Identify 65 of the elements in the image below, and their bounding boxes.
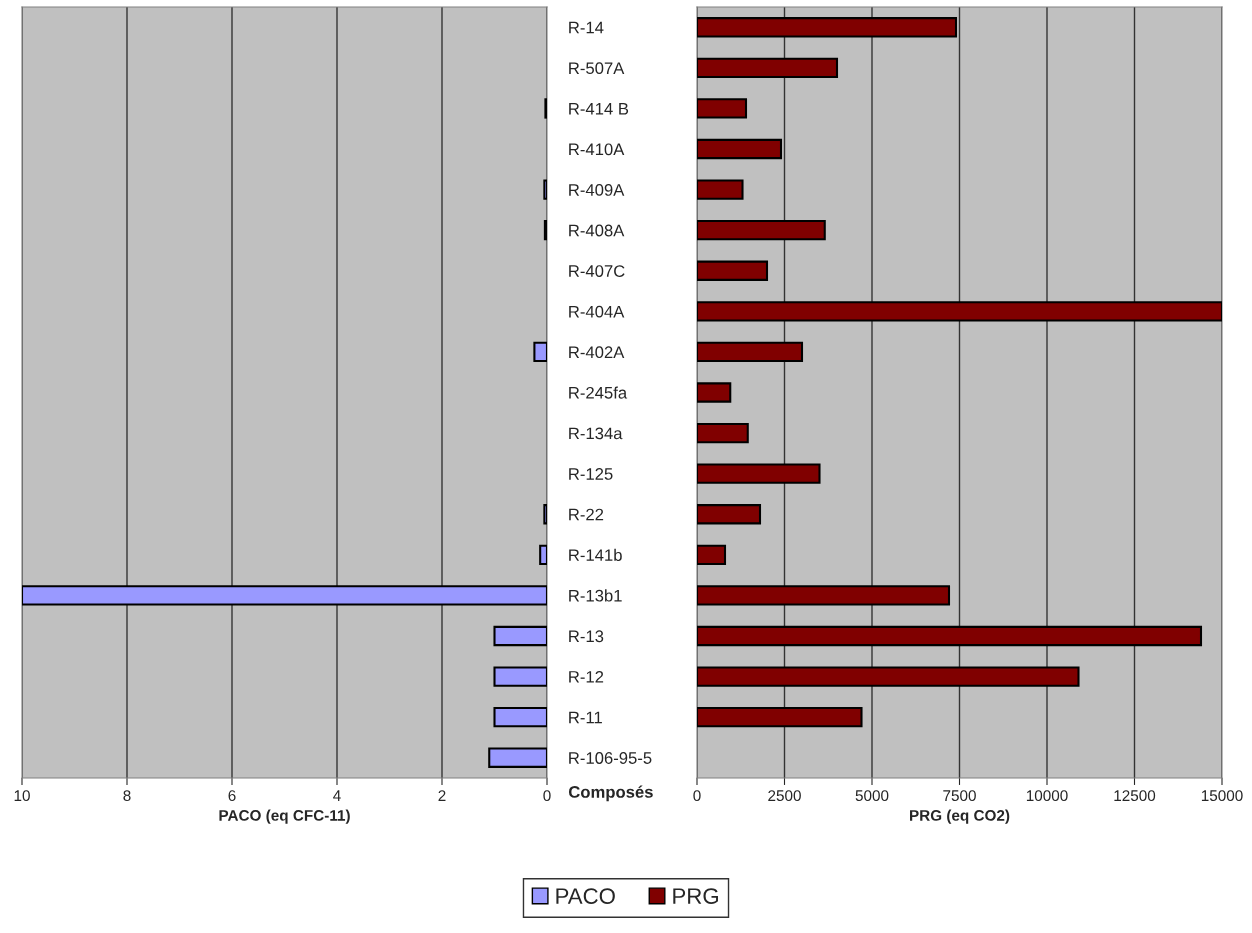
bar	[488, 747, 547, 768]
bar	[697, 220, 826, 241]
y-tick-label: R-402A	[569, 346, 625, 359]
y-tick-label: R-409A	[569, 184, 625, 196]
x-tick-label: 2	[438, 790, 446, 801]
bar	[697, 17, 958, 38]
bar	[22, 585, 547, 606]
x-tick-label: 6	[228, 790, 236, 802]
y-tick-label: R-11	[569, 711, 602, 724]
bar	[697, 544, 727, 565]
x-tick-label: 7500	[943, 790, 976, 802]
y-tick-label: R-14	[569, 21, 604, 34]
x-tick-label: 2500	[768, 790, 801, 802]
bar	[697, 463, 821, 484]
bar	[697, 301, 1222, 322]
x-tick-label: 12500	[1114, 790, 1156, 802]
bar	[697, 706, 863, 728]
y-tick-label: R-125	[569, 468, 613, 480]
legend-label: PRG	[673, 888, 718, 904]
bar	[493, 666, 547, 687]
bar	[543, 179, 547, 200]
bar	[697, 504, 762, 525]
y-tick-label: R-414 B	[569, 103, 629, 115]
x-tick-label: 10	[14, 790, 30, 802]
x-tick-label: 8	[123, 790, 131, 802]
y-tick-label: R-13b1	[569, 589, 622, 602]
y-axis-title: Composés	[568, 785, 653, 802]
y-tick-label: R-141b	[569, 548, 622, 562]
y-tick-label: R-507A	[569, 62, 625, 75]
bar	[697, 666, 1080, 687]
y-tick-label: R-410A	[569, 143, 625, 156]
y-tick-label: R-134a	[569, 427, 623, 440]
bar	[697, 260, 769, 281]
bar	[697, 138, 783, 160]
y-tick-label: R-106-95-5	[569, 752, 652, 764]
bar	[697, 57, 839, 79]
y-tick-label: R-13	[569, 630, 604, 643]
legend-label: PACO	[556, 888, 615, 904]
y-tick-label: R-407C	[569, 265, 625, 277]
y-tick-label: R-245fa	[569, 386, 628, 399]
bar	[697, 585, 951, 606]
bar	[697, 382, 732, 403]
bar	[539, 544, 547, 565]
x-tick-label: 10000	[1026, 790, 1068, 802]
x-tick-label: 4	[333, 790, 341, 801]
bar	[697, 422, 749, 444]
y-tick-label: R-22	[569, 508, 604, 521]
y-tick-label: R-12	[569, 670, 604, 683]
x-tick-label: 5000	[855, 790, 889, 802]
y-tick-label: R-408A	[569, 224, 625, 237]
bar	[697, 179, 744, 200]
bar	[697, 98, 748, 119]
x-axis-title: PRG (eq CO2)	[910, 809, 1010, 824]
x-tick-label: 15000	[1201, 790, 1243, 802]
bar	[543, 220, 547, 241]
bar	[493, 706, 547, 728]
bar	[533, 341, 547, 363]
x-tick-label: 0	[543, 790, 551, 802]
bar	[697, 625, 1203, 647]
y-tick-label: R-404A	[569, 305, 625, 318]
x-axis-title: PACO (eq CFC-11)	[219, 809, 350, 824]
x-tick-label: 0	[693, 790, 701, 802]
bar	[543, 504, 547, 525]
bar	[697, 341, 804, 363]
bar	[493, 625, 547, 647]
